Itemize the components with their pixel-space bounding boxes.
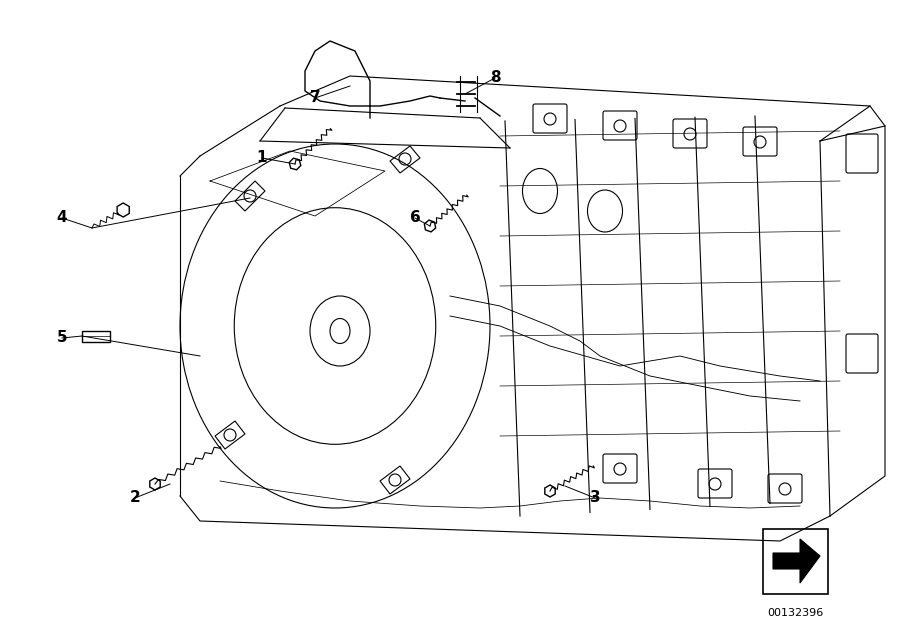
Text: 5: 5	[57, 331, 68, 345]
Text: 00132396: 00132396	[767, 608, 824, 618]
Polygon shape	[773, 539, 820, 583]
Bar	[762, 529, 827, 593]
Text: 4: 4	[57, 211, 68, 226]
Text: 3: 3	[590, 490, 600, 506]
Text: 8: 8	[490, 71, 500, 85]
Text: 1: 1	[256, 151, 267, 165]
Text: 6: 6	[410, 211, 420, 226]
Text: 2: 2	[130, 490, 140, 506]
Text: 7: 7	[310, 90, 320, 106]
